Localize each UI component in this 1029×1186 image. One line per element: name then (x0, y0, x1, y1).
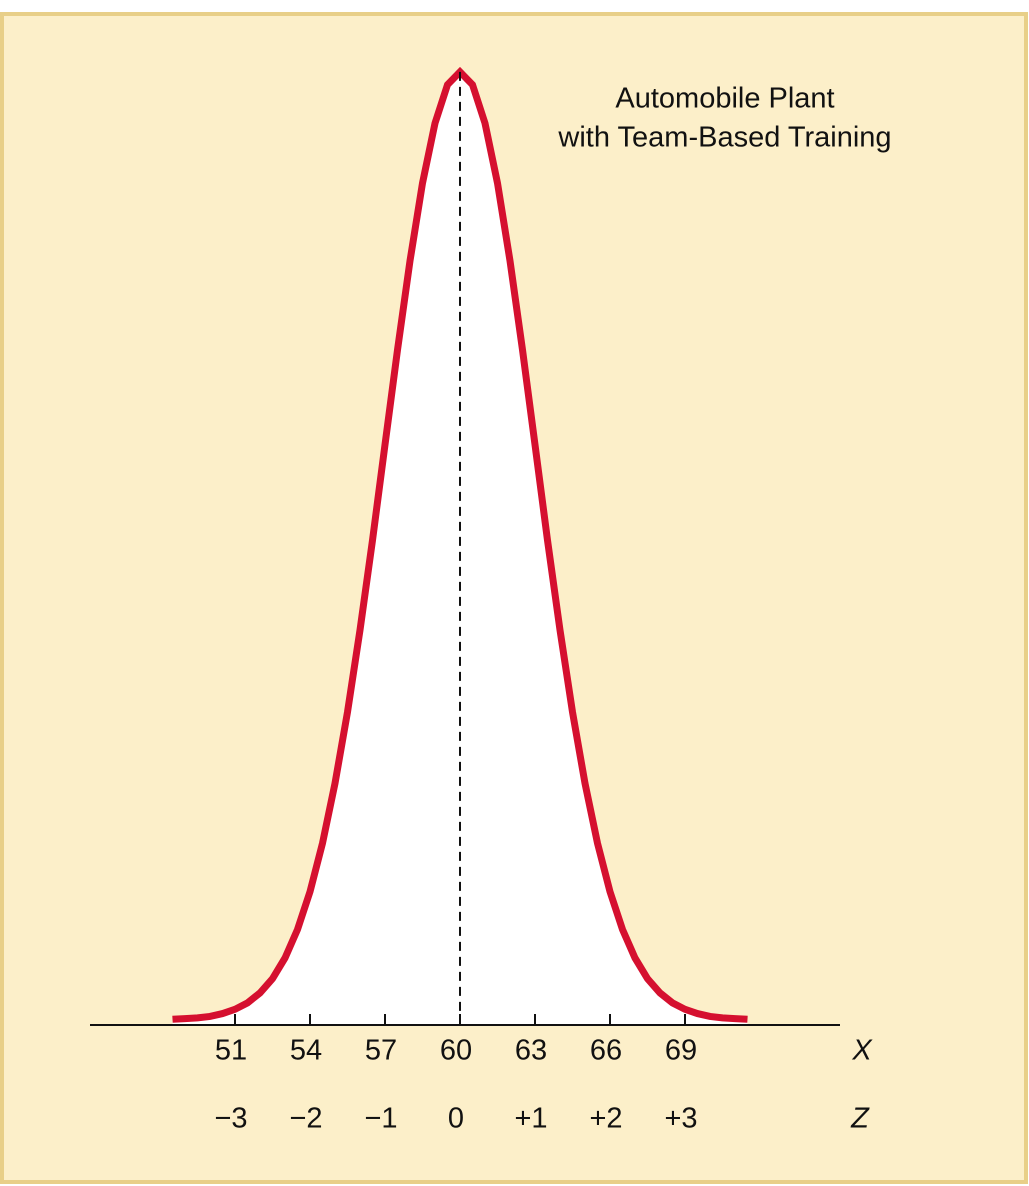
z-tick-label: −3 (214, 1103, 247, 1135)
plot (172, 66, 748, 1025)
x-tick-label: 60 (440, 1035, 472, 1067)
x-tick-label: 63 (515, 1035, 547, 1067)
z-tick-label: +1 (514, 1103, 547, 1135)
x-tick-label: 69 (665, 1035, 697, 1067)
annotation: Automobile Plant (615, 83, 834, 115)
x-tick-label: 51 (215, 1035, 247, 1067)
x-tick-label: 66 (590, 1035, 622, 1067)
z-tick-label: −2 (289, 1103, 322, 1135)
z-tick-label: +3 (664, 1103, 697, 1135)
z-tick-label: +2 (589, 1103, 622, 1135)
curve-area (172, 71, 748, 1025)
x-tick-label: 57 (365, 1035, 397, 1067)
annotation: with Team-Based Training (557, 122, 891, 154)
z-tick-label: −1 (364, 1103, 397, 1135)
z-tick-label: 0 (448, 1103, 464, 1135)
x-axis-label: X (851, 1035, 873, 1067)
z-axis-label: Z (850, 1103, 870, 1135)
x-tick-label: 54 (290, 1035, 322, 1067)
